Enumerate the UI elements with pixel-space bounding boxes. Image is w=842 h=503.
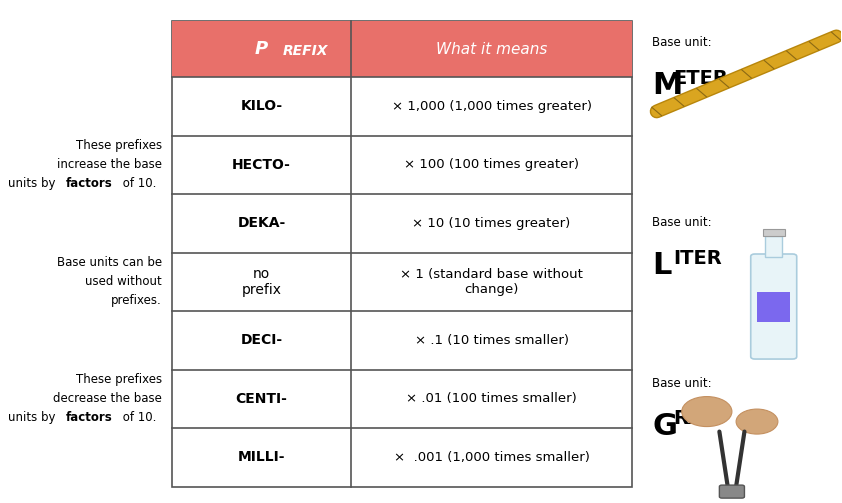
Text: These prefixes: These prefixes: [76, 373, 162, 386]
Text: units by: units by: [8, 411, 59, 425]
Text: no
prefix: no prefix: [242, 267, 281, 297]
Bar: [763, 229, 785, 236]
FancyBboxPatch shape: [719, 485, 744, 498]
Text: factors: factors: [66, 411, 112, 425]
Text: ITER: ITER: [674, 249, 722, 268]
Bar: [172, 22, 632, 486]
Ellipse shape: [682, 396, 732, 427]
Text: DECI-: DECI-: [241, 333, 283, 348]
Text: ×  .001 (1,000 times smaller): × .001 (1,000 times smaller): [393, 451, 589, 464]
Text: DEKA-: DEKA-: [237, 216, 285, 230]
FancyBboxPatch shape: [751, 254, 797, 359]
Text: KILO-: KILO-: [241, 100, 283, 114]
Text: Base unit:: Base unit:: [653, 377, 712, 389]
Text: × 100 (100 times greater): × 100 (100 times greater): [404, 158, 579, 172]
Text: M: M: [653, 71, 683, 101]
Text: ETER: ETER: [674, 69, 728, 88]
Text: × 10 (10 times greater): × 10 (10 times greater): [413, 217, 571, 230]
Text: RAM: RAM: [674, 409, 723, 428]
Text: increase the base: increase the base: [56, 158, 162, 172]
Text: × .1 (10 times smaller): × .1 (10 times smaller): [414, 334, 568, 347]
Text: units by: units by: [8, 178, 59, 191]
Text: Base unit:: Base unit:: [653, 216, 712, 229]
Text: P: P: [255, 40, 269, 58]
Text: prefixes.: prefixes.: [111, 294, 162, 307]
Text: of 10.: of 10.: [120, 411, 157, 425]
Text: HECTO-: HECTO-: [232, 158, 291, 172]
Text: × 1 (standard base without
change): × 1 (standard base without change): [400, 268, 583, 296]
Text: What it means: What it means: [436, 42, 547, 57]
Text: MILLI-: MILLI-: [237, 450, 285, 464]
Text: Base unit:: Base unit:: [653, 36, 712, 49]
Bar: [765, 236, 782, 257]
Text: × 1,000 (1,000 times greater): × 1,000 (1,000 times greater): [392, 100, 592, 113]
Text: decrease the base: decrease the base: [53, 392, 162, 405]
Text: REFIX: REFIX: [282, 44, 328, 58]
Text: used without: used without: [85, 276, 162, 288]
Text: These prefixes: These prefixes: [76, 139, 162, 152]
Text: of 10.: of 10.: [120, 178, 157, 191]
Text: factors: factors: [66, 178, 112, 191]
Text: L: L: [653, 252, 672, 281]
Bar: [758, 292, 790, 321]
Text: × .01 (100 times smaller): × .01 (100 times smaller): [406, 392, 577, 405]
Text: Base units can be: Base units can be: [56, 257, 162, 270]
Ellipse shape: [736, 409, 778, 434]
Text: G: G: [653, 411, 678, 441]
Bar: [172, 22, 632, 77]
Text: CENTI-: CENTI-: [236, 392, 287, 406]
